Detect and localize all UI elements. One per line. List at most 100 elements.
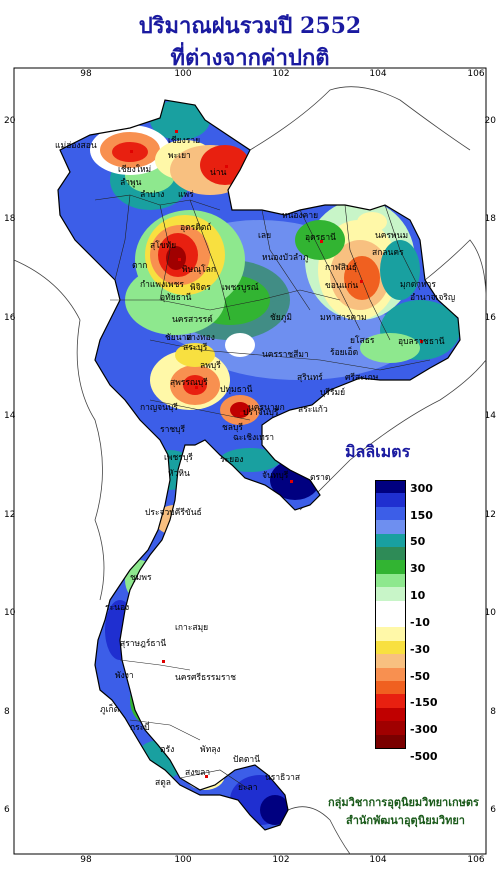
- place-label: ระยอง: [220, 455, 243, 465]
- longitude-label: 106: [467, 855, 484, 865]
- place-label: อ่างทอง: [186, 333, 215, 343]
- place-label: สุรินทร์: [297, 372, 323, 383]
- latitude-label: 8: [490, 707, 496, 717]
- longitude-label: 104: [369, 855, 386, 865]
- legend-label: 10: [410, 589, 426, 602]
- legend-swatch: [375, 734, 406, 749]
- place-label: ฉะเชิงเทรา: [233, 433, 274, 443]
- place-label: หนองคาย: [282, 211, 318, 221]
- legend-swatch: [375, 533, 406, 547]
- legend-swatch: [375, 721, 406, 735]
- latitude-label: 16: [485, 313, 497, 323]
- place-label: พะเยา: [168, 151, 191, 161]
- place-label: อำนาจเจริญ: [410, 293, 455, 303]
- legend-title: มิลลิเมตร: [345, 442, 411, 461]
- latitude-label: 18: [4, 214, 16, 224]
- place-label: สุราษฎร์ธานี: [120, 638, 166, 649]
- longitude-axis: 98 98 100 100 102 102 104 104 106 106: [80, 69, 485, 865]
- station-markers: [130, 130, 423, 778]
- place-label: พิษณุโลก: [182, 264, 216, 275]
- legend-label: -10: [410, 616, 430, 629]
- latitude-label: 12: [485, 510, 496, 520]
- legend-swatch: [375, 694, 406, 708]
- latitude-label: 20: [485, 116, 497, 126]
- place-label: ขอนแก่น: [325, 281, 358, 291]
- place-label: ศรีสะเกษ: [345, 372, 379, 383]
- place-label: นครนายก: [248, 403, 285, 413]
- place-label: ชุมพร: [130, 573, 152, 583]
- place-label: ระนอง: [105, 603, 129, 613]
- legend-label: 300: [410, 482, 433, 495]
- legend-swatch: [375, 600, 406, 614]
- legend-swatch: [375, 627, 406, 641]
- legend-swatch: [375, 614, 406, 628]
- legend-swatch: [375, 640, 406, 655]
- legend-swatch: [375, 520, 406, 534]
- legend-label: -50: [410, 670, 430, 683]
- legend-swatch: [375, 480, 406, 495]
- place-label: เชียงใหม่: [118, 164, 151, 175]
- place-label: น่าน: [210, 168, 227, 178]
- latitude-label: 16: [4, 313, 16, 323]
- neighbor-borders: [13, 86, 487, 855]
- place-label: เชียงราย: [168, 135, 200, 146]
- legend-swatch: [375, 560, 406, 574]
- legend-swatch: [375, 587, 406, 601]
- place-label: ตรัง: [160, 745, 174, 755]
- latitude-label: 20: [4, 116, 16, 126]
- longitude-label: 102: [272, 69, 289, 79]
- legend-swatch: [375, 547, 406, 561]
- legend-swatch: [375, 707, 406, 722]
- place-label: พิจิตร: [190, 283, 211, 293]
- place-label: สระบุรี: [183, 342, 208, 353]
- place-label: ยะลา: [238, 783, 258, 793]
- place-label: กำแพงเพชร: [140, 280, 184, 290]
- place-label: นครศรีธรรมราช: [175, 672, 236, 683]
- latitude-label: 8: [4, 707, 10, 717]
- credit-line1: กลุ่มวิชาการอุตุนิยมวิทยาเกษตร: [328, 796, 479, 809]
- place-label: หัวหิน: [168, 469, 190, 479]
- place-label: กาญจนบุรี: [140, 402, 178, 413]
- legend-swatch: [375, 667, 406, 681]
- place-label: บุรีรัมย์: [320, 387, 345, 398]
- legend-label: -150: [410, 696, 438, 709]
- place-label: สระแก้ว: [298, 404, 328, 415]
- place-label: ราชบุรี: [160, 424, 186, 435]
- legend-swatch: [375, 573, 406, 588]
- latitude-label: 14: [485, 411, 497, 421]
- place-label: ตาก: [132, 261, 147, 271]
- place-label: มุกดาหาร: [400, 280, 436, 290]
- place-label: มหาสารคาม: [320, 313, 367, 323]
- place-label: อุดรธานี: [305, 232, 336, 243]
- longitude-label: 100: [174, 855, 191, 865]
- map-title-line1: ปริมาณฝนรวมปี 2552: [138, 13, 362, 39]
- latitude-label: 12: [4, 510, 15, 520]
- place-label: ลำพูน: [120, 178, 142, 188]
- legend-label: -30: [410, 643, 430, 656]
- place-label: พัทลุง: [200, 745, 221, 755]
- place-label: แพร่: [178, 190, 194, 200]
- place-label: สงขลา: [185, 768, 210, 778]
- place-label: ประจวบคีรีขันธ์: [145, 507, 202, 518]
- place-label: ปัตตานี: [233, 754, 260, 765]
- legend-swatch: [375, 506, 406, 521]
- legend-swatch: [375, 654, 406, 668]
- legend-label: -500: [410, 750, 438, 763]
- place-label: นครสวรรค์: [172, 314, 213, 325]
- place-label: นครราชสีมา: [262, 349, 309, 360]
- legend-swatch: [375, 681, 406, 695]
- latitude-label: 14: [4, 411, 16, 421]
- place-label: อุตรดิตถ์: [180, 222, 211, 233]
- latitude-label: 10: [4, 608, 16, 618]
- place-label: ชัยนาท: [165, 333, 192, 343]
- place-label: สตูล: [155, 778, 171, 788]
- place-label: อุทัยธานี: [160, 292, 192, 303]
- legend-swatch: [375, 493, 406, 507]
- legend-label: 30: [410, 562, 426, 575]
- longitude-label: 106: [467, 69, 484, 79]
- longitude-label: 102: [272, 855, 289, 865]
- longitude-label: 98: [80, 855, 92, 865]
- place-label: ร้อยเอ็ด: [330, 346, 358, 358]
- place-label: เพชรบูรณ์: [222, 282, 259, 293]
